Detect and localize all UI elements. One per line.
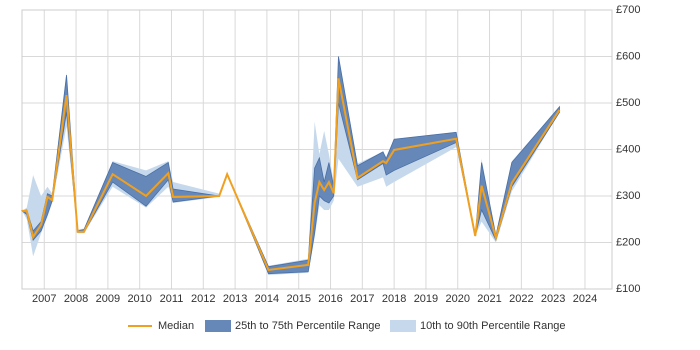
plot-frame xyxy=(21,9,613,290)
legend-label: Median xyxy=(158,320,194,332)
median-line xyxy=(22,78,561,272)
x-tick-label: 2017 xyxy=(350,293,374,305)
y-tick-label: £600 xyxy=(616,50,640,62)
x-tick-label: 2010 xyxy=(127,293,151,305)
x-tick-label: 2022 xyxy=(509,293,533,305)
x-tick-label: 2013 xyxy=(223,293,247,305)
x-tick-label: 2009 xyxy=(96,293,120,305)
x-tick-label: 2016 xyxy=(318,293,342,305)
x-tick-label: 2020 xyxy=(445,293,469,305)
legend-swatch xyxy=(205,320,231,332)
y-tick-label: £200 xyxy=(616,236,640,248)
x-tick-label: 2019 xyxy=(414,293,438,305)
legend-label: 25th to 75th Percentile Range xyxy=(235,320,381,332)
y-tick-label: £100 xyxy=(616,283,640,295)
y-tick-label: £300 xyxy=(616,190,640,202)
x-tick-label: 2008 xyxy=(64,293,88,305)
y-tick-label: £700 xyxy=(616,4,640,16)
range-band xyxy=(21,56,560,275)
legend-swatch xyxy=(390,320,416,332)
x-tick-label: 2018 xyxy=(382,293,406,305)
x-tick-label: 2024 xyxy=(573,293,597,305)
x-tick-label: 2011 xyxy=(160,293,184,305)
x-tick-label: 2012 xyxy=(191,293,215,305)
legend-label: 10th to 90th Percentile Range xyxy=(420,320,566,332)
x-tick-label: 2021 xyxy=(477,293,501,305)
y-tick-label: £500 xyxy=(616,97,640,109)
x-tick-label: 2014 xyxy=(255,293,279,305)
y-tick-label: £400 xyxy=(616,143,640,155)
x-tick-label: 2015 xyxy=(286,293,310,305)
x-tick-label: 2007 xyxy=(32,293,56,305)
x-tick-label: 2023 xyxy=(541,293,565,305)
